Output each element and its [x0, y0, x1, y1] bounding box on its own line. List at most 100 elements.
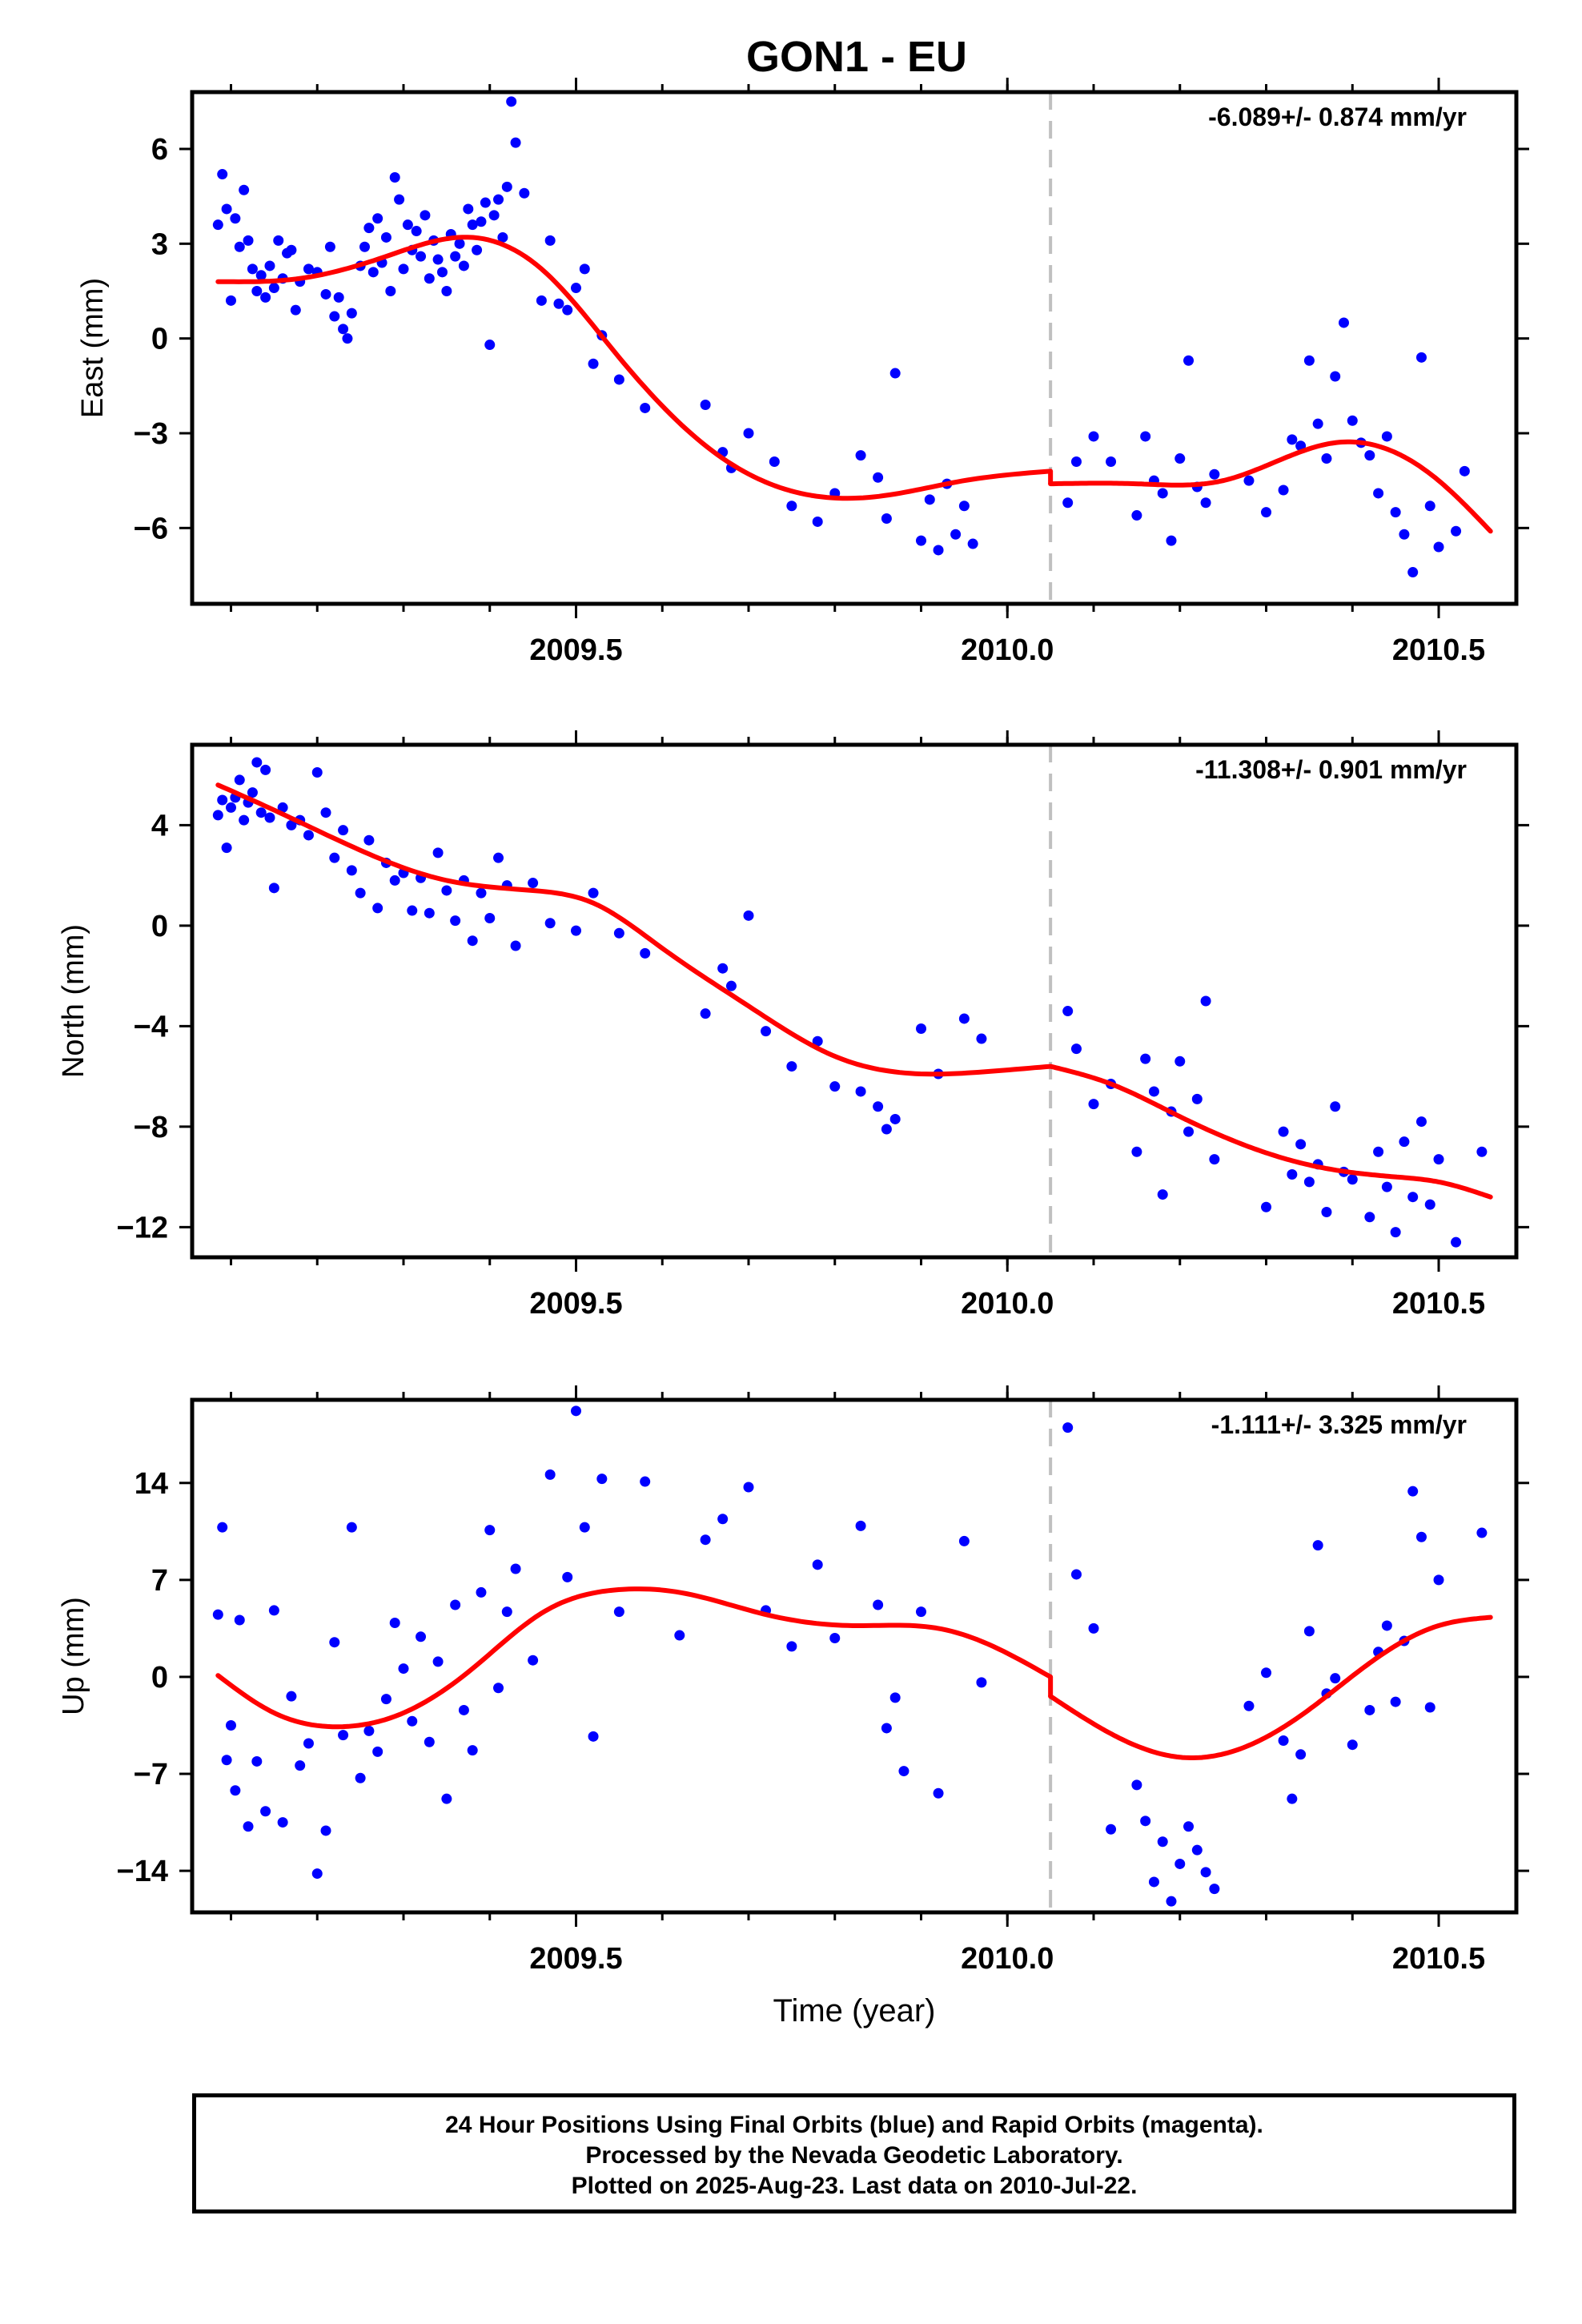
- panel-east: 2009.5 2010.0 2010.5 −6 −3 0 3 6 East (mm) -6.089…: [76, 78, 1529, 667]
- data-point: [1476, 1146, 1488, 1157]
- data-point: [1364, 1212, 1375, 1223]
- data-point: [424, 273, 435, 284]
- data-point: [493, 852, 504, 863]
- data-point: [225, 295, 236, 306]
- y-tick-label: 6: [151, 133, 168, 167]
- data-point: [1243, 475, 1255, 486]
- data-point: [640, 402, 651, 413]
- data-point: [1295, 1139, 1307, 1150]
- data-point: [346, 308, 357, 319]
- x-tick-label: 2009.5: [529, 633, 622, 667]
- data-point: [225, 1719, 236, 1731]
- data-point: [501, 181, 512, 192]
- data-point: [493, 194, 504, 205]
- data-point: [217, 1522, 228, 1533]
- data-point: [484, 912, 496, 923]
- data-point: [1209, 468, 1220, 480]
- plot-frame: [190, 742, 1519, 1260]
- data-point: [1407, 567, 1419, 578]
- data-point: [1070, 456, 1082, 467]
- data-point: [933, 1787, 944, 1799]
- plot-frame: [190, 1397, 1519, 1915]
- data-point: [488, 210, 500, 221]
- data-point: [338, 825, 349, 836]
- data-point: [380, 231, 391, 243]
- data-point: [1330, 371, 1341, 382]
- data-point: [786, 501, 797, 512]
- data-point: [303, 1738, 314, 1749]
- data-point: [1209, 1884, 1220, 1895]
- data-point: [484, 340, 496, 351]
- plot-inner: [212, 92, 1493, 604]
- data-point: [277, 802, 288, 813]
- data-point: [311, 1868, 323, 1880]
- x-tick-label: 2010.0: [961, 1287, 1054, 1321]
- data-point: [329, 1637, 340, 1648]
- data-point: [1381, 431, 1392, 442]
- data-point: [700, 1008, 711, 1019]
- data-point: [1424, 501, 1435, 512]
- data-point: [829, 1633, 841, 1644]
- data-point: [1451, 1236, 1462, 1248]
- plot-inner: [212, 1400, 1493, 1912]
- data-point: [1390, 1227, 1401, 1238]
- data-point: [1459, 465, 1470, 476]
- data-point: [286, 1691, 297, 1702]
- data-point: [260, 292, 271, 303]
- data-point: [1407, 1192, 1419, 1203]
- data-point: [424, 1736, 435, 1747]
- data-point: [441, 1793, 452, 1804]
- data-point: [519, 187, 530, 199]
- data-point: [273, 235, 284, 246]
- data-point: [1157, 488, 1168, 499]
- x-tick-label: 2010.5: [1392, 1942, 1485, 1976]
- data-point: [338, 324, 349, 335]
- data-point: [570, 925, 581, 936]
- data-point: [333, 292, 344, 303]
- data-point: [769, 456, 780, 467]
- data-point: [1157, 1189, 1168, 1200]
- data-point: [264, 812, 275, 823]
- data-point: [1364, 1704, 1375, 1715]
- data-point: [247, 263, 258, 275]
- data-point: [424, 907, 435, 919]
- data-point: [1415, 1116, 1427, 1128]
- data-point: [1278, 1126, 1289, 1137]
- data-point: [286, 244, 297, 255]
- data-point: [260, 764, 271, 775]
- x-tick-label: 2010.0: [961, 633, 1054, 667]
- data-point: [225, 802, 236, 813]
- footer-box: 24 Hour Positions Using Final Orbits (bl…: [192, 2093, 1516, 2213]
- data-point: [829, 1081, 841, 1092]
- data-point: [613, 927, 624, 939]
- data-point: [1062, 1422, 1074, 1433]
- data-point: [398, 263, 409, 275]
- data-point: [221, 842, 232, 854]
- data-point: [855, 1520, 866, 1531]
- data-point: [812, 516, 823, 527]
- data-point: [570, 283, 581, 294]
- data-point: [268, 883, 279, 894]
- plot-frame: [190, 90, 1519, 606]
- data-point: [674, 1630, 685, 1641]
- data-point: [1140, 431, 1151, 442]
- model-fit-segment-2: [1048, 1614, 1493, 1760]
- data-point: [1174, 453, 1186, 464]
- data-point: [372, 213, 383, 224]
- data-point: [1415, 352, 1427, 363]
- data-point: [1148, 1086, 1159, 1097]
- data-point: [268, 1605, 279, 1616]
- data-point: [264, 260, 275, 271]
- y-tick-label: −7: [134, 1758, 168, 1791]
- data-point: [329, 311, 340, 322]
- data-point: [1373, 1146, 1384, 1157]
- data-point: [467, 935, 478, 947]
- data-point: [510, 940, 521, 951]
- data-point: [1381, 1620, 1392, 1631]
- data-point: [976, 1033, 987, 1044]
- x-tick-label: 2009.5: [529, 1942, 622, 1976]
- data-point: [454, 238, 465, 249]
- data-point: [303, 263, 314, 275]
- data-point: [1424, 1702, 1435, 1713]
- data-point: [717, 1514, 729, 1525]
